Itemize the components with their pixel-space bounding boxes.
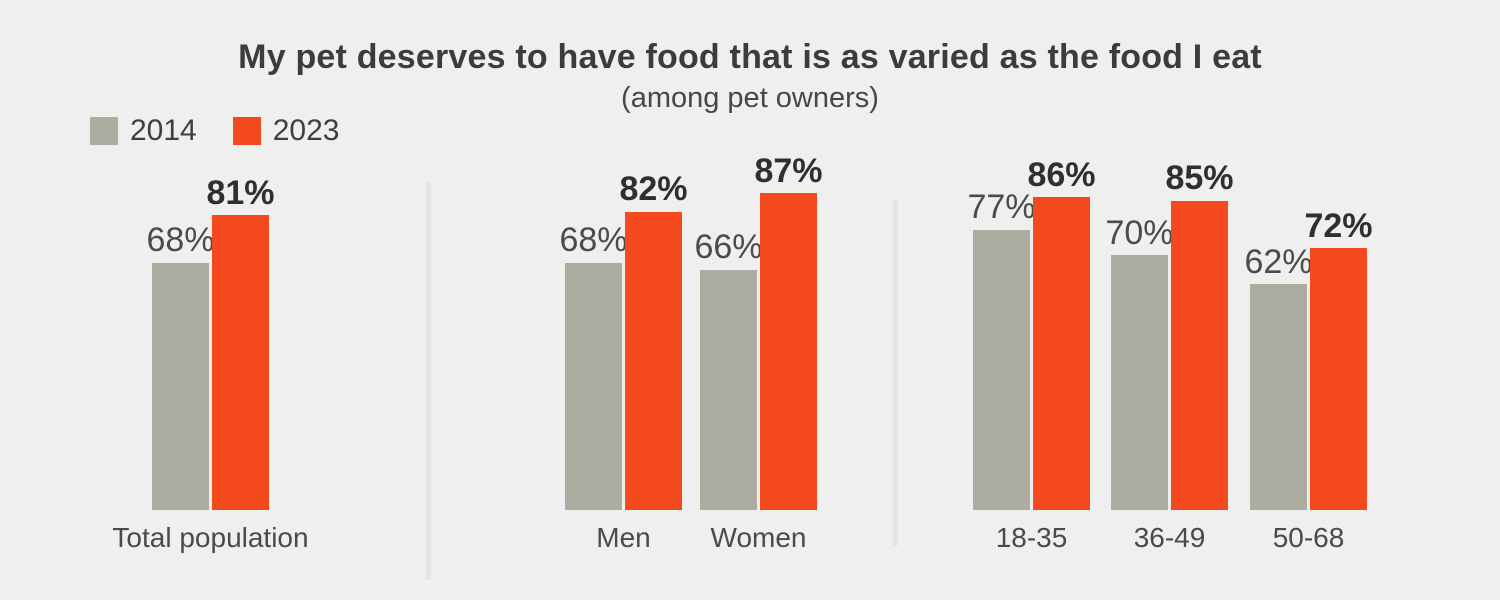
bar-pair-bars: 77% 86% (967, 156, 1096, 510)
legend: 2014 2023 (90, 114, 340, 148)
legend-label-2023: 2023 (272, 114, 340, 147)
value-label-2023: 82% (619, 170, 688, 209)
bar-2014 (152, 262, 209, 510)
bar-pair: 68% 82% Men (559, 170, 688, 553)
legend-swatch-2014 (90, 117, 118, 145)
category-label: Total population (112, 522, 309, 553)
category-label: 50-68 (1272, 522, 1345, 553)
bar-column-2023: 81% (206, 174, 275, 510)
bar-2023 (212, 215, 269, 510)
category-label: 36-49 (1133, 522, 1206, 553)
bar-column-2023: 86% (1027, 156, 1096, 510)
bar-pair: 70% 85% 36-49 (1105, 159, 1234, 553)
value-label-2023: 72% (1304, 206, 1373, 245)
bar-pair-bars: 68% 82% (559, 170, 688, 510)
bar-2014 (973, 229, 1030, 510)
legend-label-2014: 2014 (130, 114, 197, 147)
bar-pair: 62% 72% 50-68 (1244, 207, 1373, 553)
bar-2023 (625, 211, 682, 510)
category-label: Men (596, 522, 651, 553)
bar-column-2014: 68% (559, 221, 628, 510)
legend-swatch-2023 (232, 117, 261, 145)
bar-2014 (565, 262, 622, 510)
bar-2023 (1310, 247, 1367, 510)
value-label-2023: 85% (1165, 159, 1234, 198)
panel-divider (893, 200, 898, 546)
value-label-2014: 66% (694, 228, 763, 267)
bar-column-2014: 77% (967, 188, 1036, 510)
bar-2014 (700, 269, 757, 510)
bar-2023 (760, 193, 817, 510)
bar-column-2023: 87% (754, 152, 823, 510)
bar-pair: 68% 81% Total population (112, 174, 308, 553)
category-label: 18-35 (995, 522, 1068, 553)
bar-column-2014: 68% (146, 221, 215, 510)
value-label-2014: 68% (559, 221, 628, 260)
bar-column-2023: 85% (1165, 159, 1234, 510)
value-label-2014: 68% (146, 221, 215, 260)
bar-pair-bars: 70% 85% (1105, 159, 1234, 510)
bar-2014 (1111, 255, 1168, 510)
bar-column-2014: 62% (1244, 243, 1313, 510)
bar-2023 (1171, 200, 1228, 510)
value-label-2023: 87% (754, 151, 823, 190)
chart-title: My pet deserves to have food that is as … (238, 38, 1262, 76)
value-label-2014: 77% (967, 188, 1036, 227)
bar-pair: 77% 86% 18-35 (967, 156, 1096, 553)
bar-column-2023: 72% (1304, 207, 1373, 510)
value-label-2014: 62% (1244, 242, 1313, 281)
panel-divider (426, 182, 431, 580)
value-label-2023: 86% (1027, 155, 1096, 194)
bar-column-2014: 70% (1105, 214, 1174, 510)
value-label-2014: 70% (1105, 213, 1174, 252)
bar-pair: 66% 87% Women (694, 152, 823, 553)
bar-pair-bars: 66% 87% (694, 152, 823, 510)
chart-subtitle: (among pet owners) (621, 82, 879, 114)
bar-column-2014: 66% (694, 229, 763, 510)
bar-column-2023: 82% (619, 170, 688, 510)
bar-pair-bars: 68% 81% (146, 174, 275, 510)
value-label-2023: 81% (206, 173, 275, 212)
bar-2023 (1033, 197, 1090, 510)
bar-2014 (1250, 284, 1307, 510)
category-label: Women (710, 522, 807, 553)
bar-pair-bars: 62% 72% (1244, 207, 1373, 510)
